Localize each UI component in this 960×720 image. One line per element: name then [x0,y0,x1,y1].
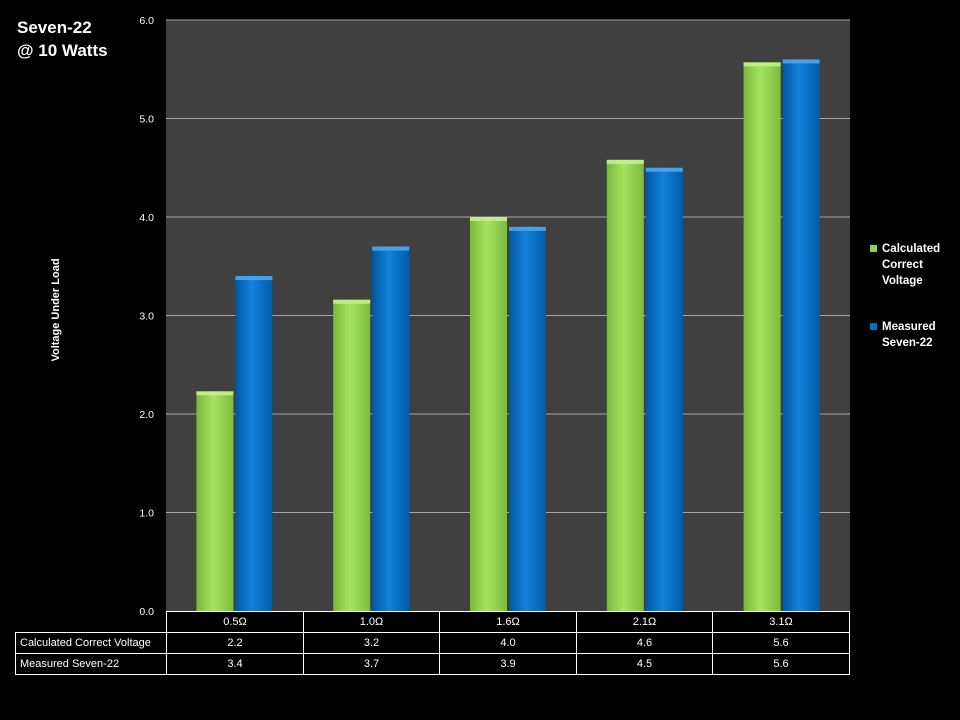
table-cell: 3.4 [166,653,304,675]
table-row-label: Measured Seven-22 [15,653,167,675]
bar-measured [509,226,546,611]
bar-calculated [470,217,507,611]
y-tick-label: 1.0 [139,508,154,520]
bar-measured [782,59,820,611]
bar-cap [196,391,234,396]
bar-measured [645,167,683,611]
table-row: Calculated Correct Voltage 2.2 3.2 4.0 4… [15,632,850,654]
table-category: 3.1Ω [712,611,850,633]
table-cell: 4.6 [576,632,713,654]
bar-cap [333,299,371,304]
table-cell: 3.7 [303,653,440,675]
table-cell: 3.9 [439,653,577,675]
chart-title-line-2: @ 10 Watts [17,41,108,60]
bar-cap [645,167,683,172]
table-corner [15,611,167,633]
legend-item-calculated: Calculated Correct Voltage [870,241,952,289]
legend-label-measured: Measured Seven-22 [882,321,936,349]
table-category: 1.0Ω [303,611,440,633]
y-tick-label: 6.0 [139,15,154,27]
y-tick-label: 2.0 [139,409,154,421]
legend-swatch-measured [870,323,877,330]
bar-cap [470,217,507,221]
bar-cap [509,226,546,231]
y-tick-label: 5.0 [139,114,154,126]
y-axis-title: Voltage Under Load [50,258,62,362]
chart-title-line-1: Seven-22 [17,18,92,37]
table-cell: 5.6 [712,653,850,675]
bar-cap [235,276,273,281]
table-category: 1.6Ω [439,611,577,633]
table-cell: 2.2 [166,632,304,654]
bar-calculated [333,299,371,611]
data-table: 0.5Ω 1.0Ω 1.6Ω 2.1Ω 3.1Ω Calculated Corr… [15,611,850,675]
y-tick-label: 4.0 [139,212,154,224]
bar-cap [372,246,410,251]
bar-calculated [196,391,234,611]
table-category: 2.1Ω [576,611,713,633]
y-tick-label: 3.0 [139,311,154,323]
bar-measured [235,276,273,611]
table-row-label: Calculated Correct Voltage [15,632,167,654]
bar-measured [372,246,410,612]
table-header-row: 0.5Ω 1.0Ω 1.6Ω 2.1Ω 3.1Ω [15,611,850,633]
bar-cap [743,62,781,67]
table-cell: 5.6 [712,632,850,654]
legend-label-calculated: Calculated Correct Voltage [882,243,941,287]
table-row: Measured Seven-22 3.4 3.7 3.9 4.5 5.6 [15,653,850,675]
bar-cap [606,159,644,164]
chart-title: Seven-22 @ 10 Watts [17,16,108,62]
table-cell: 4.5 [576,653,713,675]
legend-swatch-calculated [870,245,877,252]
bar-calculated [606,159,644,611]
table-cell: 4.0 [439,632,577,654]
bar-cap [782,59,820,64]
legend-item-measured: Measured Seven-22 [870,319,952,351]
table-category: 0.5Ω [166,611,304,633]
bar-calculated [743,62,781,612]
table-cell: 3.2 [303,632,440,654]
